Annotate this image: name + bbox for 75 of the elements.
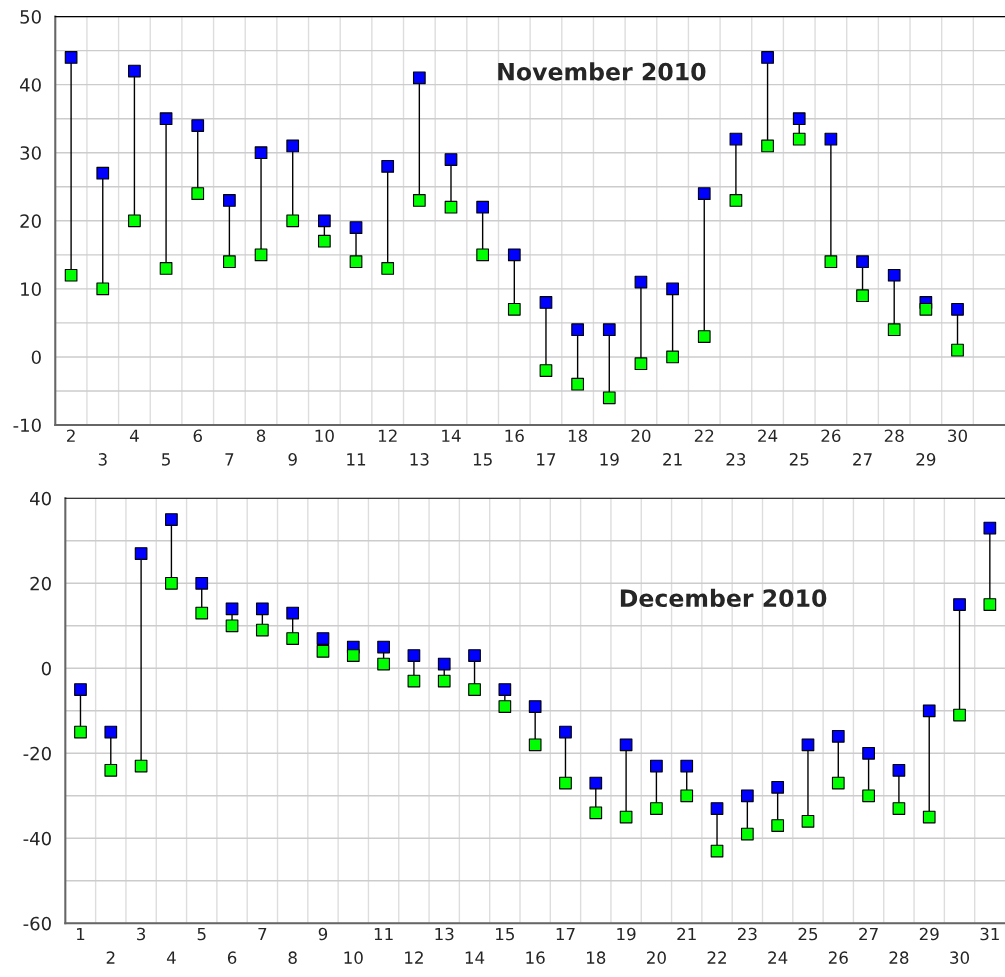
x-tick-label: 31 bbox=[980, 927, 999, 941]
y-tick-label: 20 bbox=[20, 214, 41, 228]
x-tick-label: 4 bbox=[129, 429, 139, 442]
x-tick-label: 18 bbox=[568, 429, 588, 443]
y-tick-label: 40 bbox=[30, 491, 51, 506]
x-tick-label: 9 bbox=[318, 927, 328, 941]
x-tick-label: 26 bbox=[828, 951, 848, 964]
x-tick-label: 26 bbox=[821, 429, 841, 443]
text: December 2010 bbox=[620, 588, 827, 608]
y-tick-label: 0 bbox=[31, 350, 41, 365]
x-tick-label: 23 bbox=[737, 927, 757, 941]
x-tick-label: 17 bbox=[537, 453, 556, 466]
x-tick-label: 18 bbox=[587, 951, 606, 964]
x-tick-label: 5 bbox=[162, 453, 170, 466]
x-tick-label: 6 bbox=[227, 951, 237, 964]
x-tick-label: 3 bbox=[137, 927, 146, 941]
x-tick-label: 11 bbox=[347, 453, 366, 466]
x-tick-label: 13 bbox=[410, 453, 429, 466]
x-tick-label: 20 bbox=[631, 429, 651, 443]
x-tick-label: 23 bbox=[726, 453, 746, 466]
x-tick-label: 6 bbox=[193, 429, 202, 443]
x-tick-label: 24 bbox=[768, 951, 788, 964]
x-tick-label: 22 bbox=[707, 951, 726, 964]
x-tick-label: 27 bbox=[859, 927, 878, 941]
x-tick-label: 28 bbox=[889, 951, 909, 964]
y-tick-label: 50 bbox=[20, 10, 41, 24]
y-tick-label: 30 bbox=[20, 146, 41, 160]
x-tick-label: 20 bbox=[647, 951, 666, 964]
text: November 2010 bbox=[498, 62, 706, 81]
x-tick-label: 19 bbox=[617, 927, 636, 941]
x-tick-label: 27 bbox=[853, 453, 872, 466]
y-tick-label: -40 bbox=[23, 831, 51, 846]
x-tick-label: 3 bbox=[98, 453, 107, 466]
x-tick-label: 7 bbox=[225, 453, 234, 466]
x-tick-label: 25 bbox=[789, 453, 809, 466]
y-tick-label: 20 bbox=[30, 576, 51, 591]
x-tick-label: 10 bbox=[344, 951, 363, 964]
y-tick-label: -20 bbox=[23, 746, 51, 761]
x-tick-label: 30 bbox=[948, 429, 968, 443]
x-tick-label: 15 bbox=[496, 927, 514, 941]
y-tick-label: -60 bbox=[23, 916, 51, 931]
x-tick-label: 16 bbox=[526, 951, 545, 964]
x-tick-label: 2 bbox=[106, 951, 115, 964]
x-tick-label: 30 bbox=[950, 951, 970, 964]
x-tick-label: 14 bbox=[442, 429, 461, 442]
x-tick-label: 13 bbox=[435, 927, 454, 941]
x-tick-label: 29 bbox=[916, 453, 936, 466]
x-tick-label: 4 bbox=[166, 951, 176, 964]
x-tick-label: 1 bbox=[77, 927, 85, 941]
x-tick-label: 12 bbox=[405, 951, 423, 964]
x-tick-label: 8 bbox=[256, 429, 266, 443]
x-tick-label: 17 bbox=[556, 927, 575, 941]
x-tick-label: 21 bbox=[677, 927, 696, 941]
x-tick-label: 25 bbox=[798, 927, 818, 941]
y-tick-label: -10 bbox=[13, 418, 41, 433]
x-tick-label: 29 bbox=[919, 927, 939, 941]
x-tick-label: 15 bbox=[473, 453, 492, 466]
y-tick-label: 0 bbox=[41, 661, 51, 676]
x-tick-label: 16 bbox=[505, 429, 524, 443]
y-tick-label: 40 bbox=[19, 78, 41, 92]
x-tick-label: 10 bbox=[315, 429, 334, 443]
x-tick-label: 2 bbox=[67, 429, 75, 442]
y-tick-label: 10 bbox=[21, 282, 41, 296]
x-tick-label: 28 bbox=[884, 429, 904, 443]
x-tick-label: 7 bbox=[258, 927, 267, 941]
x-tick-label: 9 bbox=[288, 453, 297, 466]
x-tick-label: 19 bbox=[600, 453, 619, 466]
x-tick-label: 14 bbox=[465, 951, 485, 964]
x-tick-label: 11 bbox=[374, 927, 393, 941]
x-tick-label: 22 bbox=[694, 429, 714, 442]
x-tick-label: 24 bbox=[758, 429, 778, 442]
x-tick-label: 12 bbox=[378, 429, 397, 442]
x-tick-label: 5 bbox=[197, 927, 206, 941]
x-tick-label: 8 bbox=[288, 951, 297, 964]
x-tick-label: 21 bbox=[663, 453, 682, 466]
